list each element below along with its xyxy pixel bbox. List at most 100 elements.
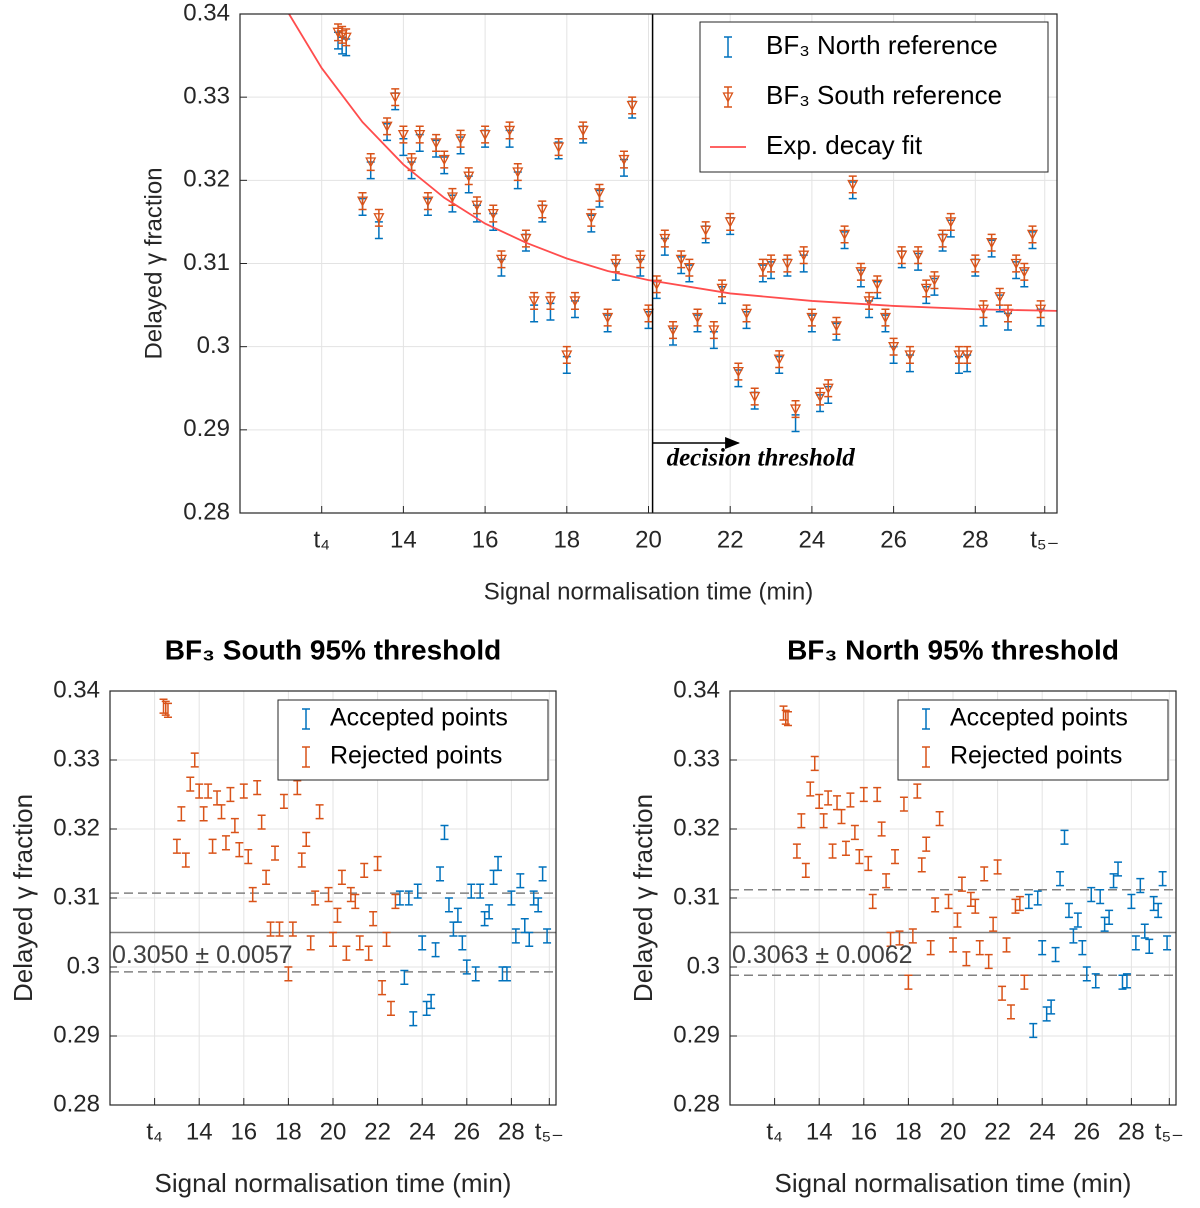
error-bar	[163, 702, 172, 718]
error-bar	[297, 852, 306, 868]
triangle-marker	[675, 254, 687, 266]
error-bar	[244, 848, 253, 865]
triangle-marker	[700, 225, 712, 237]
triangle-marker	[389, 92, 401, 104]
error-bar	[529, 890, 538, 906]
error-bar	[1109, 873, 1118, 889]
axes-box	[239, 13, 1058, 514]
error-bar	[266, 921, 275, 937]
x-tick-label: 16	[230, 1118, 257, 1145]
error-bar	[855, 848, 864, 865]
error-bar	[204, 783, 213, 799]
error-bar	[480, 911, 489, 927]
triangle-marker	[740, 308, 753, 320]
error-bar	[1100, 916, 1109, 932]
error-bar	[1122, 973, 1131, 989]
error-bar	[962, 951, 971, 967]
error-bar	[913, 783, 922, 799]
error-bar	[859, 786, 868, 803]
error-bar	[181, 852, 190, 868]
error-bar	[315, 804, 324, 820]
x-tick-label: t₄	[313, 526, 329, 553]
triangle-marker	[430, 138, 442, 149]
y-tick-label: 0.3	[197, 332, 230, 359]
error-bar	[984, 953, 993, 970]
error-bar	[404, 890, 413, 906]
error-bar	[953, 912, 962, 928]
error-bar	[815, 793, 824, 810]
triangle-marker	[495, 254, 508, 266]
error-bar	[841, 840, 850, 856]
error-bar	[190, 752, 199, 768]
legend-error-bar	[302, 708, 310, 730]
x-tick-label: 14	[806, 1118, 833, 1145]
error-bar	[538, 866, 547, 882]
legend-error-bar	[724, 86, 732, 108]
mean-annotation: 0.3063 ± 0.0062	[732, 941, 913, 969]
error-bar	[337, 869, 346, 885]
x-tick-label: 22	[984, 1118, 1011, 1145]
axes-box	[109, 690, 557, 1106]
triangle-marker	[855, 267, 867, 278]
y-axis-label: Delayed γ fraction	[140, 167, 167, 359]
error-bar	[864, 855, 873, 872]
triangle-marker	[928, 275, 941, 287]
x-tick-label: 20	[320, 1118, 347, 1145]
error-bar	[1015, 895, 1024, 912]
legend-label: BF₃ North reference	[766, 30, 998, 60]
error-bar	[1127, 893, 1136, 910]
triangle-marker	[659, 233, 671, 245]
error-bar	[980, 866, 989, 882]
error-bar	[494, 855, 503, 872]
y-tick-label: 0.34	[183, 0, 230, 26]
y-tick-label: 0.31	[53, 883, 100, 910]
error-bar	[306, 935, 315, 951]
error-bar	[431, 942, 440, 958]
triangle-marker	[536, 204, 548, 216]
error-bar	[810, 755, 819, 772]
triangle-marker	[969, 258, 981, 270]
legend-label: Accepted points	[950, 704, 1128, 732]
error-bar	[333, 907, 342, 923]
error-bar	[926, 940, 935, 956]
x-tick-label: 18	[553, 526, 580, 553]
triangle-marker	[1018, 267, 1030, 278]
error-bar	[966, 891, 975, 908]
x-tick-label: t₄	[146, 1118, 162, 1145]
error-bar	[364, 945, 373, 961]
error-bar	[217, 804, 226, 820]
legend-label: Rejected points	[950, 742, 1122, 770]
error-bar	[877, 821, 886, 837]
error-bar	[1140, 923, 1149, 939]
x-tick-label: 16	[472, 526, 499, 553]
triangle-marker	[332, 27, 344, 39]
error-bar	[944, 893, 953, 910]
error-bar	[467, 883, 476, 899]
x-tick-label: 26	[880, 526, 907, 553]
triangle-marker	[626, 100, 638, 112]
error-bar	[1145, 938, 1154, 954]
y-tick-label: 0.28	[183, 498, 230, 525]
x-tick-label: t₅₋	[1030, 526, 1059, 553]
error-bar	[806, 781, 815, 797]
mean-annotation: 0.3050 ± 0.0057	[112, 941, 293, 969]
x-tick-label: 22	[364, 1118, 391, 1145]
y-tick-label: 0.33	[53, 745, 100, 772]
error-bar	[395, 890, 404, 906]
error-bar	[436, 866, 445, 882]
triangle-marker	[888, 342, 900, 353]
triangle-marker	[822, 383, 834, 395]
legend-error-bar	[922, 746, 930, 768]
error-bar	[221, 835, 230, 851]
error-bar	[360, 862, 369, 879]
triangle-marker	[749, 391, 761, 403]
x-tick-label: 26	[453, 1118, 480, 1145]
triangle-marker	[340, 32, 352, 44]
error-bar	[369, 911, 378, 927]
error-bar	[329, 931, 337, 948]
error-bar	[1020, 974, 1029, 990]
x-tick-label: 14	[186, 1118, 213, 1145]
triangle-marker	[642, 308, 655, 320]
error-bar	[957, 876, 966, 892]
triangle-marker	[986, 238, 998, 249]
